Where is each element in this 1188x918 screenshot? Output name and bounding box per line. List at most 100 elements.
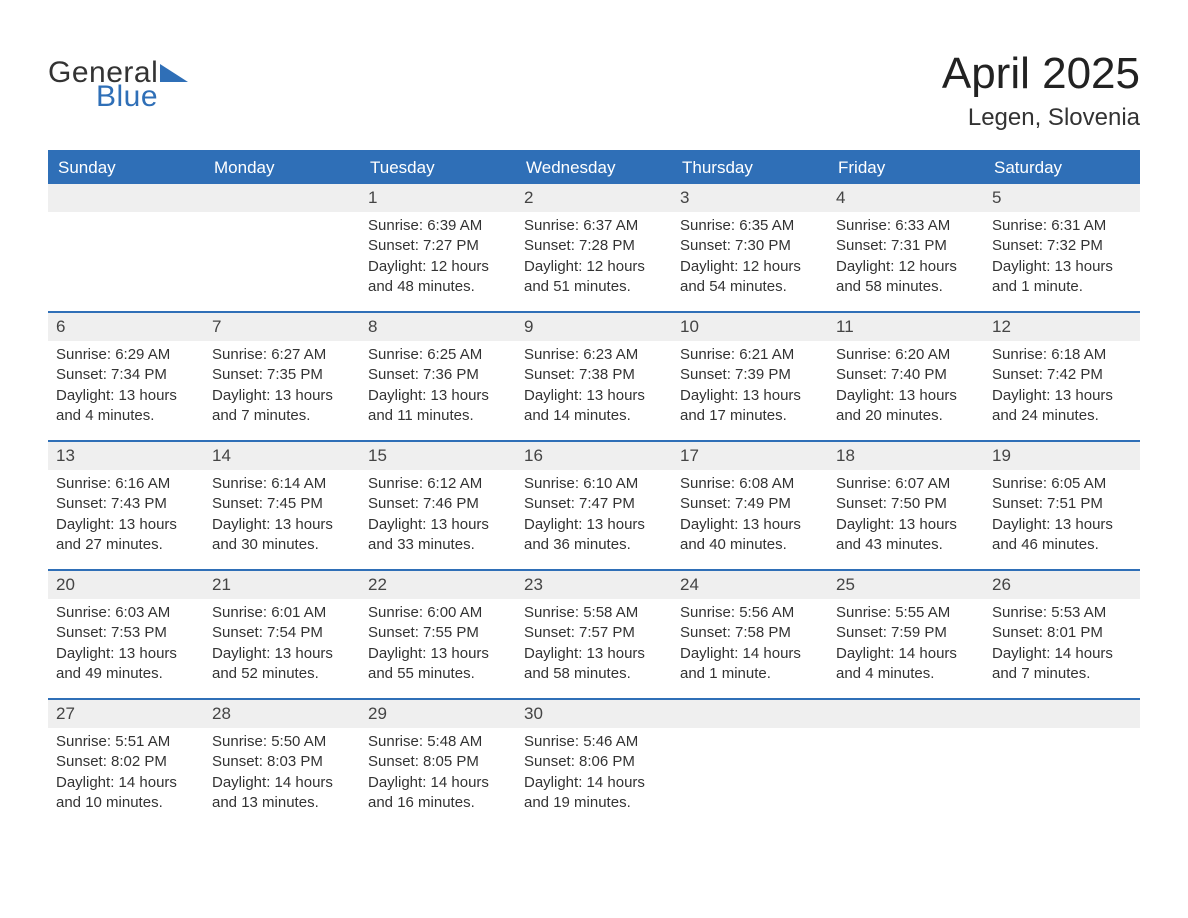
day-number: 4 [828,184,984,212]
sunset-line: Sunset: 7:27 PM [368,236,508,256]
day-number: 25 [828,571,984,599]
sunset-line: Sunset: 7:43 PM [56,494,196,514]
day-number: 9 [516,313,672,341]
day-body: Sunrise: 6:18 AMSunset: 7:42 PMDaylight:… [984,341,1140,432]
sunrise-line: Sunrise: 6:29 AM [56,345,196,365]
calendar-cell: 26Sunrise: 5:53 AMSunset: 8:01 PMDayligh… [984,571,1140,699]
day-header: Tuesday [360,151,516,184]
sunset-line: Sunset: 7:45 PM [212,494,352,514]
day-number [984,700,1140,728]
calendar-tbody: 1Sunrise: 6:39 AMSunset: 7:27 PMDaylight… [48,184,1140,828]
day-body: Sunrise: 6:29 AMSunset: 7:34 PMDaylight:… [48,341,204,432]
daylight-line: Daylight: 13 hours and 46 minutes. [992,515,1132,556]
sunrise-line: Sunrise: 6:39 AM [368,216,508,236]
daylight-line: Daylight: 13 hours and 30 minutes. [212,515,352,556]
day-body: Sunrise: 6:01 AMSunset: 7:54 PMDaylight:… [204,599,360,690]
sunrise-line: Sunrise: 5:53 AM [992,603,1132,623]
day-header: Sunday [48,151,204,184]
day-body: Sunrise: 5:51 AMSunset: 8:02 PMDaylight:… [48,728,204,819]
daylight-line: Daylight: 14 hours and 1 minute. [680,644,820,685]
sunrise-line: Sunrise: 6:33 AM [836,216,976,236]
day-number: 23 [516,571,672,599]
day-body: Sunrise: 6:00 AMSunset: 7:55 PMDaylight:… [360,599,516,690]
sunrise-line: Sunrise: 6:14 AM [212,474,352,494]
sunrise-line: Sunrise: 6:23 AM [524,345,664,365]
daylight-line: Daylight: 13 hours and 49 minutes. [56,644,196,685]
sunrise-line: Sunrise: 5:56 AM [680,603,820,623]
calendar-cell: 22Sunrise: 6:00 AMSunset: 7:55 PMDayligh… [360,571,516,699]
daylight-line: Daylight: 13 hours and 52 minutes. [212,644,352,685]
day-body: Sunrise: 6:08 AMSunset: 7:49 PMDaylight:… [672,470,828,561]
sunrise-line: Sunrise: 5:58 AM [524,603,664,623]
day-body: Sunrise: 6:14 AMSunset: 7:45 PMDaylight:… [204,470,360,561]
day-number: 16 [516,442,672,470]
sunset-line: Sunset: 8:03 PM [212,752,352,772]
daylight-line: Daylight: 14 hours and 10 minutes. [56,773,196,814]
daylight-line: Daylight: 14 hours and 13 minutes. [212,773,352,814]
day-number: 8 [360,313,516,341]
calendar-cell: 3Sunrise: 6:35 AMSunset: 7:30 PMDaylight… [672,184,828,312]
day-header: Friday [828,151,984,184]
daylight-line: Daylight: 13 hours and 40 minutes. [680,515,820,556]
daylight-line: Daylight: 13 hours and 11 minutes. [368,386,508,427]
sunrise-line: Sunrise: 6:31 AM [992,216,1132,236]
day-number: 13 [48,442,204,470]
sunset-line: Sunset: 7:59 PM [836,623,976,643]
daylight-line: Daylight: 13 hours and 36 minutes. [524,515,664,556]
sunset-line: Sunset: 7:53 PM [56,623,196,643]
day-number: 5 [984,184,1140,212]
sunrise-line: Sunrise: 6:08 AM [680,474,820,494]
week-row: 27Sunrise: 5:51 AMSunset: 8:02 PMDayligh… [48,700,1140,828]
day-header: Thursday [672,151,828,184]
day-header: Monday [204,151,360,184]
sunrise-line: Sunrise: 5:50 AM [212,732,352,752]
daylight-line: Daylight: 13 hours and 20 minutes. [836,386,976,427]
day-number: 20 [48,571,204,599]
day-body: Sunrise: 6:10 AMSunset: 7:47 PMDaylight:… [516,470,672,561]
calendar-cell: 16Sunrise: 6:10 AMSunset: 7:47 PMDayligh… [516,442,672,570]
sunset-line: Sunset: 7:28 PM [524,236,664,256]
calendar-thead: SundayMondayTuesdayWednesdayThursdayFrid… [48,151,1140,184]
sunset-line: Sunset: 8:05 PM [368,752,508,772]
daylight-line: Daylight: 14 hours and 4 minutes. [836,644,976,685]
day-body: Sunrise: 5:55 AMSunset: 7:59 PMDaylight:… [828,599,984,690]
day-number: 24 [672,571,828,599]
day-body: Sunrise: 6:33 AMSunset: 7:31 PMDaylight:… [828,212,984,303]
daylight-line: Daylight: 13 hours and 24 minutes. [992,386,1132,427]
sunrise-line: Sunrise: 6:01 AM [212,603,352,623]
day-number: 15 [360,442,516,470]
calendar-cell [984,700,1140,828]
day-number: 14 [204,442,360,470]
day-body: Sunrise: 5:48 AMSunset: 8:05 PMDaylight:… [360,728,516,819]
calendar-cell: 8Sunrise: 6:25 AMSunset: 7:36 PMDaylight… [360,313,516,441]
daylight-line: Daylight: 13 hours and 14 minutes. [524,386,664,427]
calendar-cell: 14Sunrise: 6:14 AMSunset: 7:45 PMDayligh… [204,442,360,570]
sunset-line: Sunset: 7:47 PM [524,494,664,514]
day-body: Sunrise: 5:56 AMSunset: 7:58 PMDaylight:… [672,599,828,690]
sunrise-line: Sunrise: 6:00 AM [368,603,508,623]
calendar-cell: 21Sunrise: 6:01 AMSunset: 7:54 PMDayligh… [204,571,360,699]
calendar-cell: 15Sunrise: 6:12 AMSunset: 7:46 PMDayligh… [360,442,516,570]
day-body: Sunrise: 6:12 AMSunset: 7:46 PMDaylight:… [360,470,516,561]
daylight-line: Daylight: 14 hours and 16 minutes. [368,773,508,814]
calendar-cell: 23Sunrise: 5:58 AMSunset: 7:57 PMDayligh… [516,571,672,699]
week-row: 6Sunrise: 6:29 AMSunset: 7:34 PMDaylight… [48,313,1140,441]
calendar-cell: 10Sunrise: 6:21 AMSunset: 7:39 PMDayligh… [672,313,828,441]
sunset-line: Sunset: 7:34 PM [56,365,196,385]
calendar-cell: 30Sunrise: 5:46 AMSunset: 8:06 PMDayligh… [516,700,672,828]
calendar-cell: 18Sunrise: 6:07 AMSunset: 7:50 PMDayligh… [828,442,984,570]
day-number: 26 [984,571,1140,599]
sunrise-line: Sunrise: 6:12 AM [368,474,508,494]
day-number: 19 [984,442,1140,470]
calendar-cell [672,700,828,828]
day-body: Sunrise: 5:46 AMSunset: 8:06 PMDaylight:… [516,728,672,819]
sunrise-line: Sunrise: 5:48 AM [368,732,508,752]
day-number: 30 [516,700,672,728]
daylight-line: Daylight: 13 hours and 43 minutes. [836,515,976,556]
sunrise-line: Sunrise: 5:46 AM [524,732,664,752]
day-body: Sunrise: 6:39 AMSunset: 7:27 PMDaylight:… [360,212,516,303]
sunset-line: Sunset: 8:02 PM [56,752,196,772]
day-header: Wednesday [516,151,672,184]
header: General Blue April 2025 Legen, Slovenia [48,40,1140,132]
sunset-line: Sunset: 7:49 PM [680,494,820,514]
